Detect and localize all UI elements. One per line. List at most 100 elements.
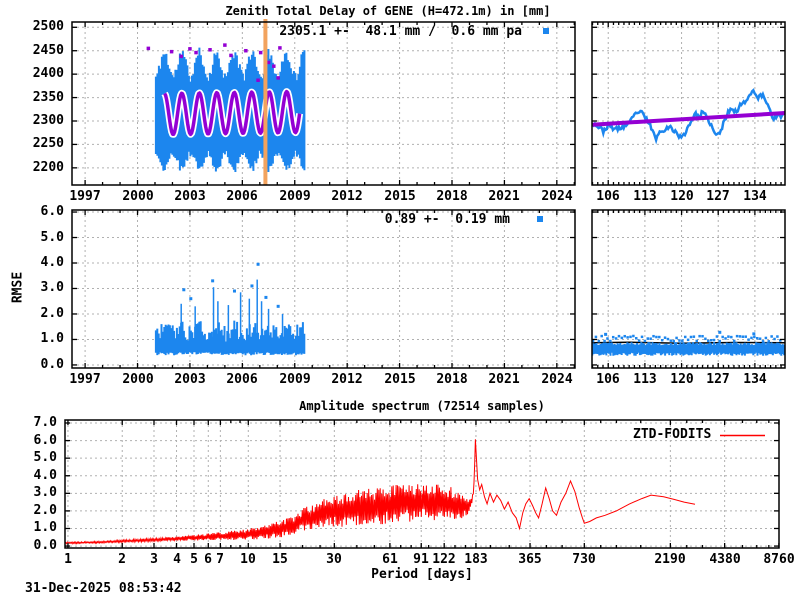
rmse-zoom-dot-row-dot <box>732 339 736 343</box>
rmse-zoom-dot-row-dot <box>635 336 638 340</box>
rmse-border <box>71 209 576 369</box>
amplitude-spectrum-x-tick-label: 10 <box>240 552 256 567</box>
rmse-zoom-dot-row-dot <box>660 338 664 342</box>
rmse-zoom-dot-row-dot <box>701 334 704 338</box>
rmse-x-tick-label: 2012 <box>331 372 363 387</box>
rmse-outlier-dots-point <box>189 297 193 301</box>
ztd-x-tick-label: 2021 <box>488 189 520 204</box>
rmse-x-tick-label: 2021 <box>488 372 520 387</box>
rmse-y-tick-label: 5.0 <box>40 230 64 245</box>
ztd-ticks <box>72 22 575 185</box>
figure-title: Zenith Total Delay of GENE (H=472.1m) in… <box>225 4 551 18</box>
rmse-zoom-dot-row-dot <box>652 334 655 338</box>
ztd-x-tick-label: 2024 <box>541 189 573 204</box>
flagged-outliers-point <box>194 50 198 55</box>
rmse-zoom-peaks-point <box>718 330 722 334</box>
rmse-zoom-dot-row-dot <box>747 338 750 341</box>
rmse-zoom-dot-row-dot <box>779 339 782 342</box>
rmse-zoom-dot-row-dot <box>603 339 606 343</box>
rmse-zoom-dot-row-dot <box>658 335 661 339</box>
rmse-y-tick-label: 2.0 <box>40 306 64 321</box>
rmse-fit-annotation: 0.89 +- 0.19 mm <box>384 212 510 227</box>
rmse-zoom-dot-row-dot <box>681 339 684 342</box>
rmse-outlier-dots-point <box>182 288 186 292</box>
rmse-zoom-dot-row-dot <box>640 335 644 339</box>
rmse-outlier-dots-point <box>264 295 268 299</box>
rmse-zoom-dot-row-dot <box>735 334 739 338</box>
ztd-fit-annotation: 2305.1 +- 48.1 mm / 0.6 mm pa <box>279 24 522 39</box>
ztd-panel <box>71 19 576 186</box>
discontinuity-event <box>263 19 268 185</box>
flagged-outliers-point <box>266 60 271 65</box>
amplitude-spectrum-x-tick-label: 61 <box>382 552 398 567</box>
ztd-x-tick-label: 2006 <box>226 189 258 204</box>
ztd-zoom-x-tick-label: 106 <box>596 189 620 204</box>
amplitude-spectrum-x-tick-label: 4 <box>173 552 181 567</box>
ztd-zoom-panel <box>591 21 786 186</box>
rmse-zoom-dot-row-dot <box>721 335 724 339</box>
amplitude-spectrum-ticks <box>65 420 780 548</box>
ztd-y-tick-label: 2350 <box>32 90 64 105</box>
ztd-y-tick-label: 2500 <box>32 19 64 34</box>
spectrum-x-axis-label: Period [days] <box>371 567 473 582</box>
amplitude-spectrum-y-tick-label: 6.0 <box>33 433 57 448</box>
rmse-zoom-peaks-point <box>752 332 756 336</box>
amplitude-spectrum-x-tick-label: 2190 <box>654 552 686 567</box>
rmse-zoom-dot-row-dot <box>758 337 762 340</box>
ztd-x-tick-label: 2003 <box>174 189 206 204</box>
rmse-x-tick-label: 2003 <box>174 372 206 387</box>
flagged-outliers-point <box>278 46 282 50</box>
ztd-zoom-x-tick-label: 134 <box>743 189 767 204</box>
flagged-outliers-point <box>244 48 248 53</box>
amplitude-spectrum-x-tick-label: 7 <box>216 552 224 567</box>
amplitude-spectrum-x-tick-label: 4380 <box>709 552 741 567</box>
rmse-zoom-band <box>592 342 785 356</box>
rmse-zoom-x-tick-label: 134 <box>743 372 767 387</box>
rmse-outlier-dots-point <box>250 284 254 288</box>
ztd-zoom-grid <box>592 22 785 185</box>
rmse-zoom-dot-row-dot <box>750 336 753 340</box>
amplitude-spectrum-x-tick-label: 2 <box>118 552 126 567</box>
rmse-y-tick-label: 3.0 <box>40 280 64 295</box>
rmse-zoom-dot-row-dot <box>764 336 768 340</box>
flagged-outliers-point <box>258 50 263 55</box>
flagged-outliers-point <box>179 54 183 59</box>
amplitude-spectrum-y-tick-label: 3.0 <box>33 485 57 500</box>
flagged-outliers-point <box>208 48 212 52</box>
fodits-model-fit <box>163 89 302 137</box>
rmse-zoom-peaks-point <box>604 332 608 336</box>
ztd-grid <box>72 22 575 185</box>
rmse-zoom-dot-row-dot <box>683 335 687 339</box>
ztd-y-tick-label: 2300 <box>32 113 64 128</box>
flagged-outliers-point <box>256 78 260 82</box>
rmse-zoom-dot-row-dot <box>707 339 710 343</box>
rmse-zoom-dot-row-dot <box>623 334 626 338</box>
rmse-zoom-dot-row-dot <box>592 339 595 343</box>
rmse-y-tick-label: 6.0 <box>40 204 64 219</box>
rmse-zoom-dot-row-dot <box>730 335 733 339</box>
ztd-x-tick-label: 2009 <box>279 189 311 204</box>
rmse-panel <box>71 209 576 369</box>
ztd-x-tick-label: 2000 <box>122 189 154 204</box>
ztd-x-tick-label: 2012 <box>331 189 363 204</box>
spectrum-legend-label: ZTD-FODITS <box>633 427 712 442</box>
rmse-zoom-dot-row-dot <box>597 339 601 343</box>
rmse-zoom-dot-row-dot <box>678 339 681 342</box>
amplitude-spectrum-y-tick-label: 2.0 <box>33 503 57 518</box>
flagged-outliers-point <box>146 46 151 51</box>
ztd-y-tick-label: 2400 <box>32 66 64 81</box>
rmse-zoom-dot-row-dot <box>609 339 612 343</box>
amplitude-spectrum-y-tick-label: 0.0 <box>33 538 57 553</box>
rmse-zoom-dot-row-dot <box>675 336 678 340</box>
rmse-zoom-dot-row-dot <box>663 336 667 339</box>
rmse-x-tick-label: 2000 <box>122 372 154 387</box>
rmse-x-tick-label: 2018 <box>436 372 468 387</box>
rmse-y-tick-label: 4.0 <box>40 255 64 270</box>
amplitude-spectrum-x-tick-label: 15 <box>272 552 288 567</box>
flagged-outliers-point <box>188 47 192 51</box>
amplitude-spectrum-panel <box>64 419 780 549</box>
amplitude-spectrum-x-tick-label: 6 <box>204 552 212 567</box>
rmse-zoom-dot-row-dot <box>773 337 776 341</box>
